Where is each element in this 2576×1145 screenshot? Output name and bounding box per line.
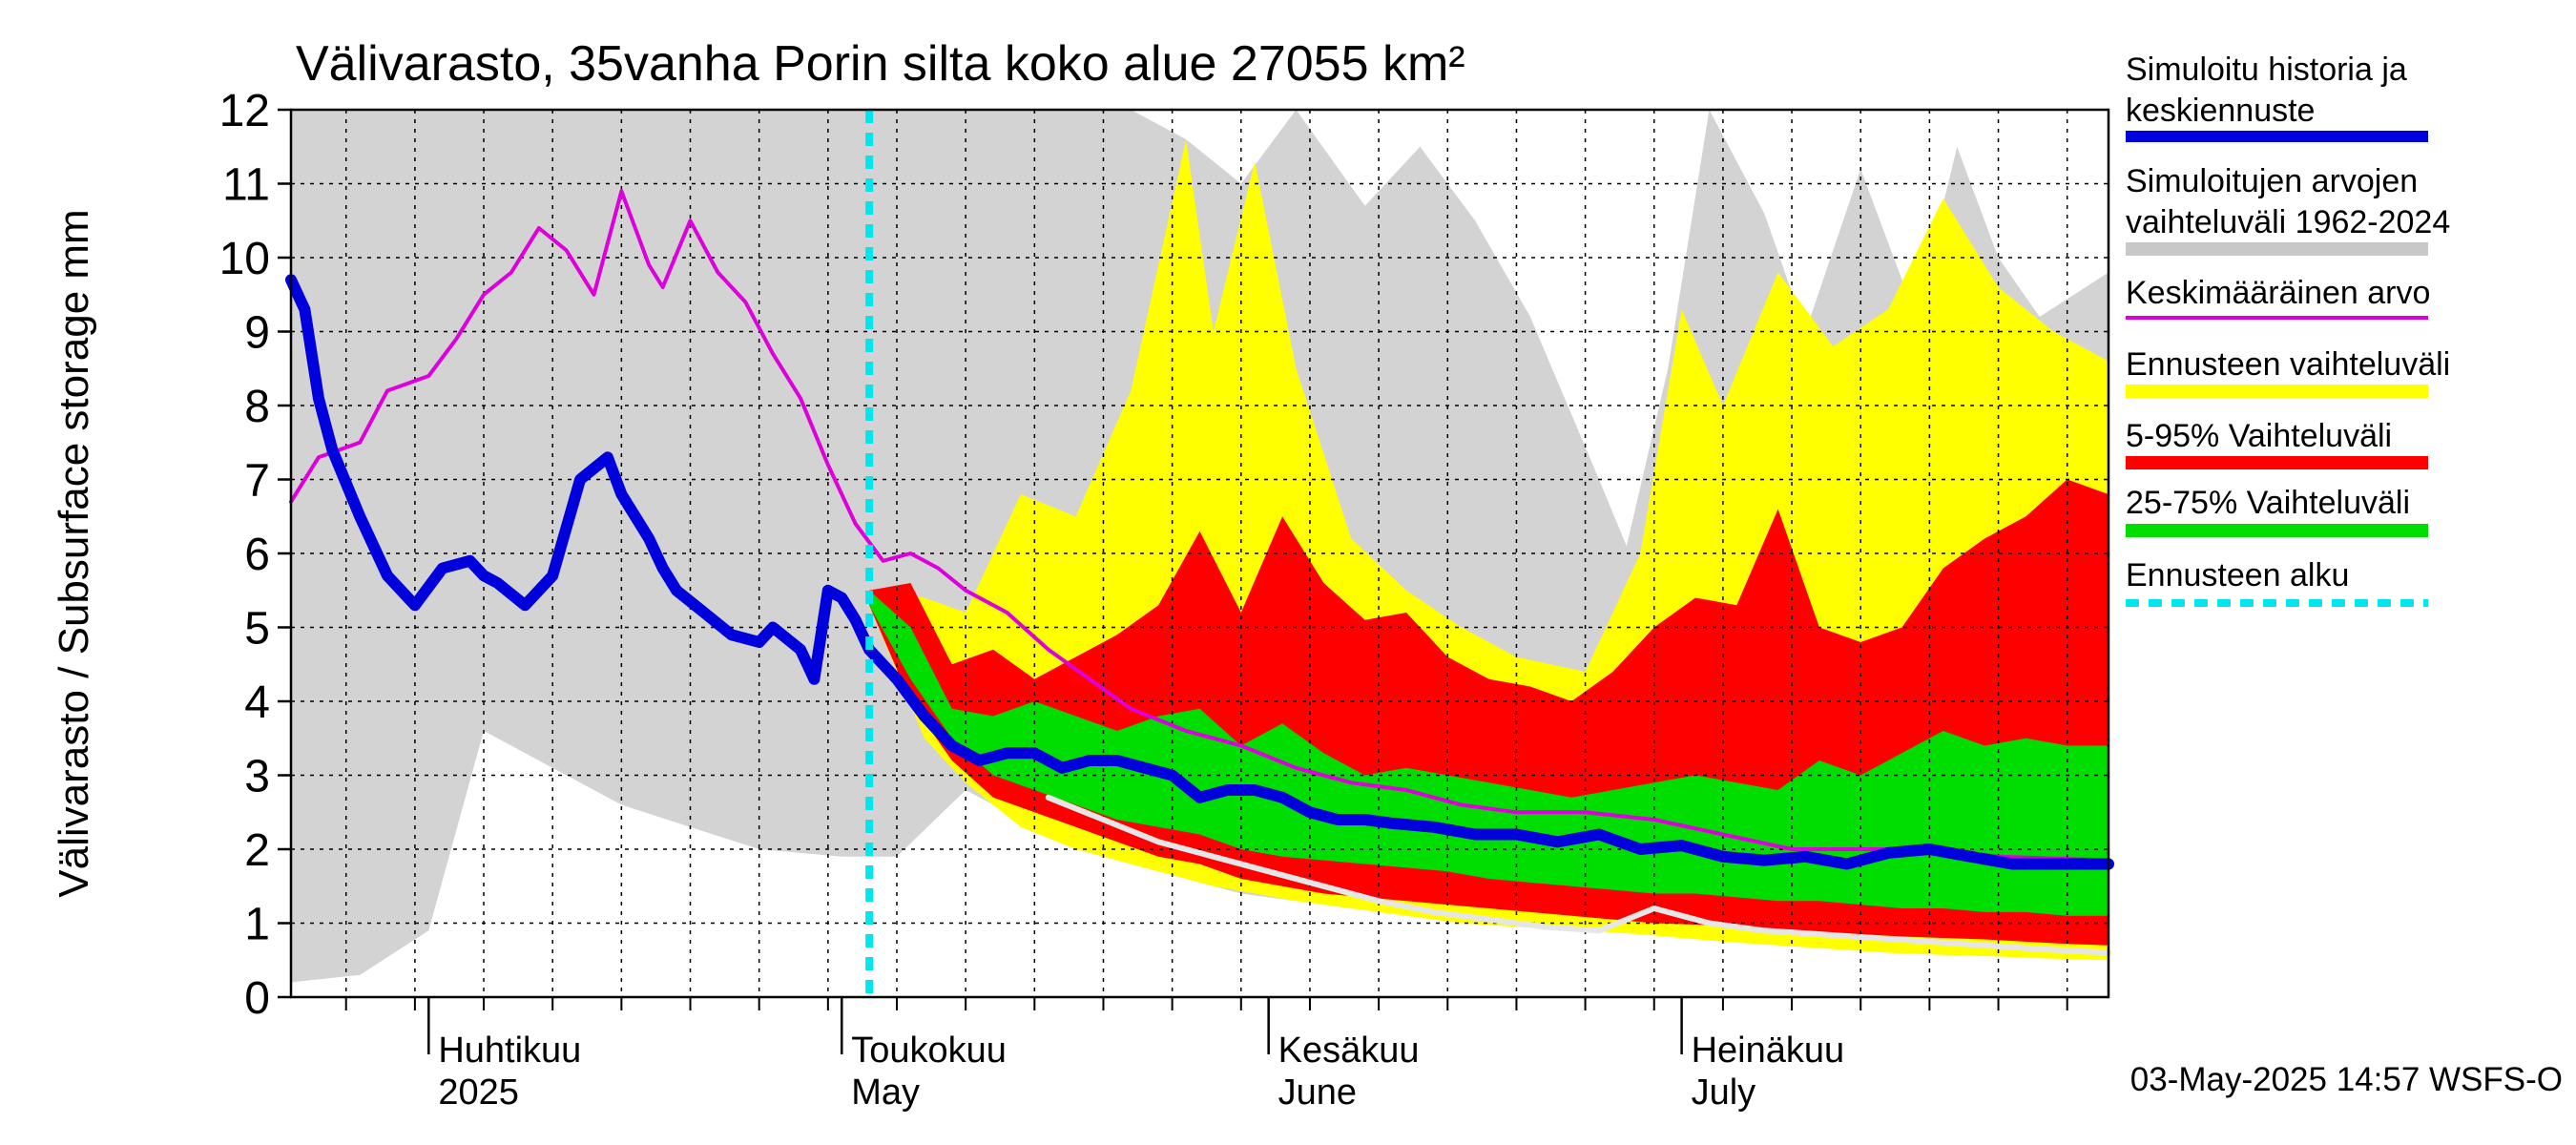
y-tick-label: 12 [219,86,270,136]
y-tick-label: 5 [244,604,270,655]
y-tick-label: 3 [244,752,270,802]
band-25-75 [869,590,2109,916]
y-tick-label: 6 [244,530,270,580]
legend-label: Ennusteen vaihteluväli [2126,346,2450,383]
y-axis-label: Välivarasto / Subsurface storage mm [51,209,97,897]
plot-area: 0123456789101112Huhtikuu2025ToukokuuMayK… [219,86,2114,1113]
y-tick-label: 1 [244,900,270,950]
y-tick-label: 10 [219,234,270,284]
observed-line [1045,794,2111,956]
legend-label: keskiennuste [2126,93,2315,129]
legend-label: Simuloitujen arvojen [2126,163,2418,199]
grid [291,110,2109,997]
legend-label: vaihteluväli 1962-2024 [2126,204,2450,240]
legend-label: Simuloitu historia ja [2126,52,2407,88]
x-month-label: Huhtikuu [438,1030,581,1071]
x-month-sublabel: June [1278,1072,1357,1113]
legend-label: Ennusteen alku [2126,557,2349,593]
timestamp: 03-May-2025 14:57 WSFS-O [2130,1061,2563,1098]
y-tick-label: 7 [244,456,270,507]
legend-label: 5-95% Vaihteluväli [2126,418,2392,454]
x-month-sublabel: July [1692,1072,1756,1113]
y-tick-label: 4 [244,677,270,728]
x-month-label: Heinäkuu [1692,1030,1845,1071]
chart-title: Välivarasto, 35vanha Porin silta koko al… [296,36,1465,92]
legend-label: 25-75% Vaihteluväli [2126,485,2410,521]
legend-label: Keskimääräinen arvo [2126,275,2430,311]
y-tick-label: 8 [244,382,270,432]
x-month-label: Kesäkuu [1278,1030,1420,1071]
y-tick-label: 11 [222,160,270,211]
x-month-sublabel: 2025 [438,1072,519,1113]
mean-line [289,189,2110,863]
median-line [285,274,2114,870]
x-month-sublabel: May [851,1072,920,1113]
y-tick-label: 0 [244,973,270,1024]
y-tick-label: 2 [244,825,270,876]
legend: Simuloitu historia ja keskiennuste Simuloi… [2126,52,2450,607]
y-tick-label: 9 [244,308,270,359]
x-month-label: Toukokuu [851,1030,1007,1071]
